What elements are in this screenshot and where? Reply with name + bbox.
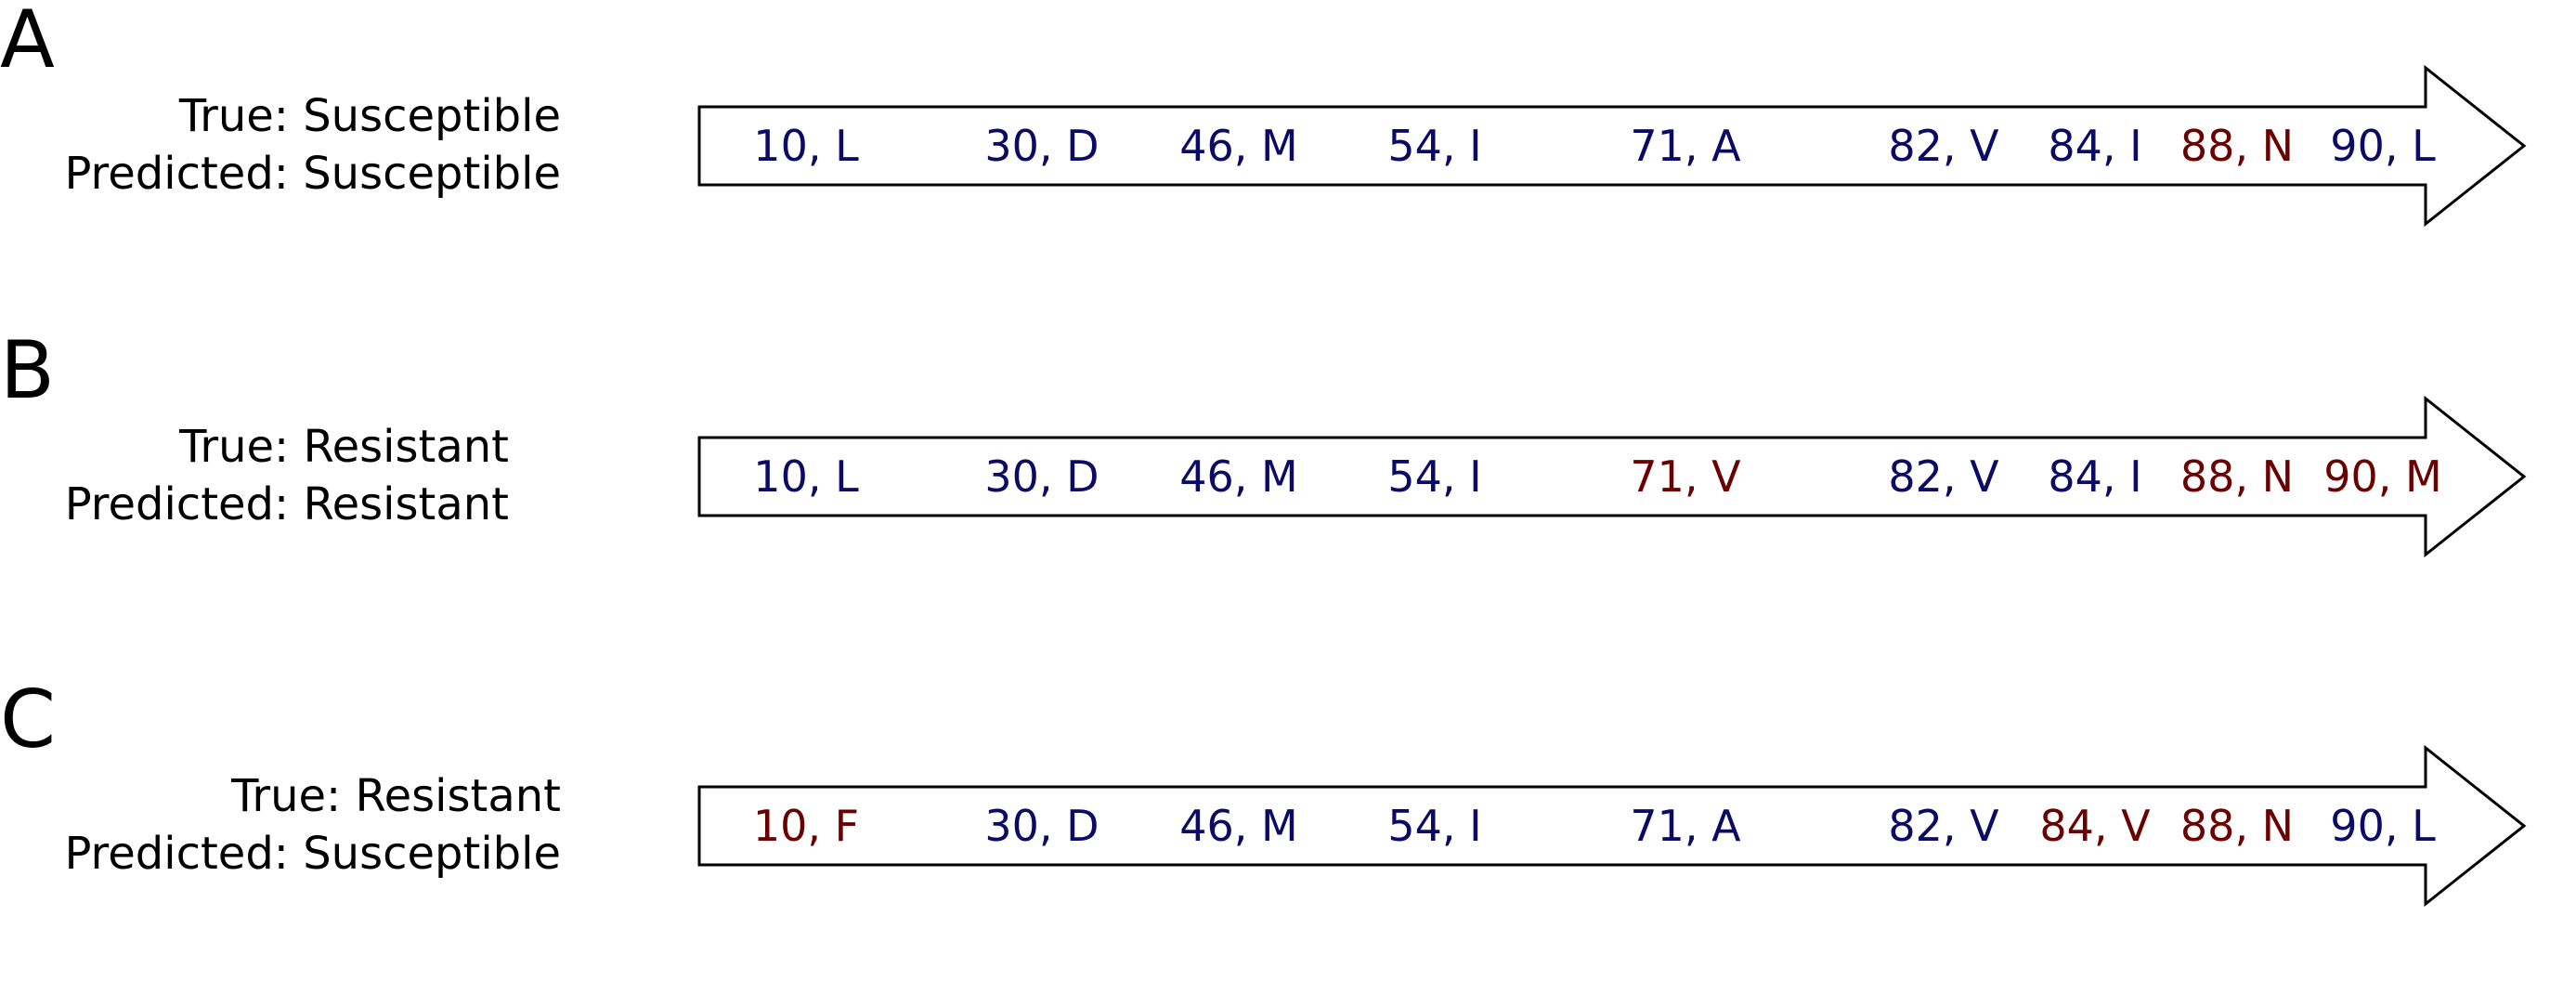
- true-label: True: Susceptible: [178, 90, 561, 142]
- true-label: True: Resistant: [179, 421, 509, 473]
- mutation-label: 46, M: [1179, 121, 1297, 171]
- mutation-label: 88, N: [2180, 451, 2294, 502]
- mutation-label: 88, N: [2180, 801, 2294, 851]
- mutation-label: 46, M: [1179, 801, 1297, 851]
- mutation-label: 82, V: [1888, 801, 1999, 851]
- mutation-label: 54, I: [1387, 121, 1481, 171]
- mutation-label: 54, I: [1387, 801, 1481, 851]
- mutation-label: 82, V: [1888, 451, 1999, 502]
- mutation-label: 84, I: [2048, 121, 2141, 171]
- predicted-label: Predicted: Susceptible: [64, 828, 561, 880]
- arrow-shape: [697, 744, 2527, 908]
- mutation-label: 30, D: [984, 121, 1099, 171]
- sequence-arrow: 10, L 30, D 46, M 54, I 71, V 82, V 84, I 88, N…: [697, 395, 2527, 558]
- predicted-label: Predicted: Resistant: [64, 478, 509, 530]
- predicted-label: Predicted: Susceptible: [64, 148, 561, 200]
- mutation-label: 10, F: [753, 801, 859, 851]
- mutation-label: 84, I: [2048, 451, 2141, 502]
- panel-labels: True: Resistant Predicted: Resistant: [65, 418, 509, 533]
- panel-labels: True: Susceptible Predicted: Susceptible: [64, 87, 561, 203]
- mutation-label: 71, A: [1630, 121, 1741, 171]
- panel-letter: C: [0, 674, 57, 766]
- panel-letter: B: [0, 324, 55, 417]
- true-label: True: Resistant: [231, 770, 561, 822]
- panel-labels: True: Resistant Predicted: Susceptible: [64, 767, 561, 883]
- mutation-label: 30, D: [984, 451, 1099, 502]
- mutation-label: 82, V: [1888, 121, 1999, 171]
- arrow-shape: [697, 395, 2527, 558]
- mutation-label: 46, M: [1179, 451, 1297, 502]
- mutation-label: 88, N: [2180, 121, 2294, 171]
- mutation-label: 10, L: [753, 451, 859, 502]
- mutation-label: 90, M: [2323, 451, 2441, 502]
- mutation-label: 71, V: [1630, 451, 1741, 502]
- mutation-label: 30, D: [984, 801, 1099, 851]
- mutation-label: 90, L: [2330, 801, 2436, 851]
- arrow-shape: [697, 64, 2527, 228]
- mutation-label: 90, L: [2330, 121, 2436, 171]
- panel-letter: A: [0, 0, 55, 86]
- mutation-label: 71, A: [1630, 801, 1741, 851]
- mutation-label: 84, V: [2039, 801, 2151, 851]
- sequence-arrow: 10, L 30, D 46, M 54, I 71, A 82, V 84, I 88, N…: [697, 64, 2527, 228]
- sequence-arrow: 10, F 30, D 46, M 54, I 71, A 82, V 84, V 88, N…: [697, 744, 2527, 908]
- mutation-label: 54, I: [1387, 451, 1481, 502]
- mutation-label: 10, L: [753, 121, 859, 171]
